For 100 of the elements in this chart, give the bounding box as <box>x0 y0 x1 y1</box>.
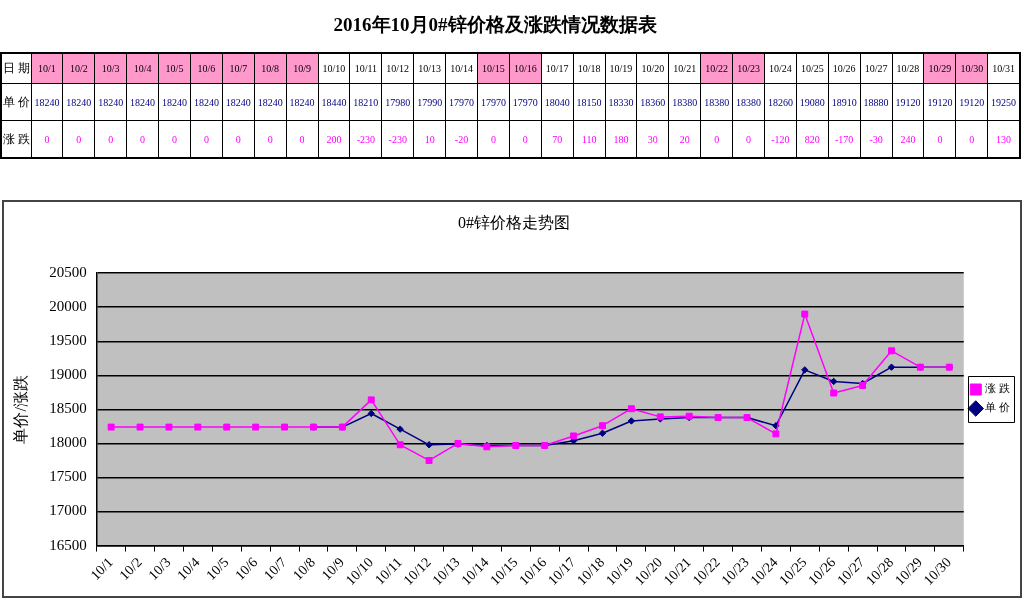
data-label: 17970 <box>445 83 478 121</box>
category-label: 10/29 <box>923 53 956 84</box>
category-label: 10/2 <box>62 53 95 84</box>
data-label: 0 <box>509 120 542 158</box>
category-label: 10/9 <box>286 53 319 84</box>
data-label: 18330 <box>605 83 637 121</box>
data-label: 18240 <box>222 83 255 121</box>
data-label: 18380 <box>668 83 701 121</box>
x-tick-label: 10/8 <box>289 554 319 583</box>
y-tick-label: 20000 <box>49 298 87 315</box>
category-label: 10/31 <box>987 53 1020 84</box>
x-tick-label: 10/2 <box>116 554 145 583</box>
y-tick-label: 20500 <box>49 264 87 281</box>
data-label: -30 <box>860 120 893 158</box>
data-label: 18240 <box>254 83 287 121</box>
data-label: 200 <box>318 120 350 158</box>
data-label: 18440 <box>318 83 350 121</box>
data-label: 18150 <box>573 83 606 121</box>
x-tick-label: 10/4 <box>174 554 203 583</box>
category-label: 单 价 <box>2 94 30 109</box>
category-label: 10/10 <box>318 53 350 84</box>
point <box>223 423 231 431</box>
data-label: 17980 <box>381 83 414 121</box>
data-label: 0 <box>286 120 319 158</box>
data-label: 19080 <box>796 83 829 121</box>
data-label: 10 <box>413 120 446 158</box>
data-label: 17970 <box>477 83 510 121</box>
point <box>367 396 375 404</box>
data-label: 0 <box>923 120 956 158</box>
category-label: 10/21 <box>668 53 701 84</box>
point <box>107 423 115 431</box>
point <box>165 423 173 431</box>
point <box>830 389 838 397</box>
y-tick-label: 18000 <box>49 434 87 451</box>
data-label: 0 <box>222 120 255 158</box>
point <box>425 441 433 449</box>
data-label: 130 <box>987 120 1020 158</box>
point <box>367 409 375 418</box>
legend-label: 涨 跌 <box>985 382 1010 395</box>
category-label: 10/5 <box>158 53 191 84</box>
data-label: -20 <box>445 120 478 158</box>
data-label: 18240 <box>286 83 319 121</box>
data-label: 18040 <box>541 83 574 121</box>
data-label: 17990 <box>413 83 446 121</box>
data-label: 30 <box>636 120 669 158</box>
point <box>281 423 289 431</box>
text: 2016年10月0#锌价格及涨跌情况数据表 <box>332 13 658 37</box>
data-label: -230 <box>381 120 414 158</box>
category-label: 10/20 <box>636 53 669 84</box>
data-label: 18240 <box>190 83 223 121</box>
category-label: 10/7 <box>222 53 255 84</box>
category-label: 10/22 <box>700 53 733 84</box>
category-label: 10/17 <box>541 53 574 84</box>
category-label: 10/1 <box>31 53 63 84</box>
point <box>887 363 896 371</box>
point <box>425 456 433 464</box>
data-label: -230 <box>349 120 382 158</box>
data-label: 0 <box>732 120 765 158</box>
category-label: 10/16 <box>509 53 542 84</box>
category-label: 10/3 <box>94 53 127 84</box>
point <box>396 441 404 449</box>
data-label: 70 <box>541 120 574 158</box>
text: 日 期 <box>1 53 31 84</box>
data-label: 0 <box>955 120 988 158</box>
x-tick-label: 10/3 <box>145 554 174 583</box>
data-label: -170 <box>828 120 861 158</box>
data-label: 110 <box>573 120 606 158</box>
data-label: 18240 <box>126 83 159 121</box>
y-tick-label: 19000 <box>49 366 87 383</box>
x-tick-label: 10/1 <box>87 554 116 583</box>
data-label: 19120 <box>955 83 988 121</box>
x-tick-label: 10/5 <box>203 554 232 583</box>
data-label: 18240 <box>62 83 95 121</box>
point <box>599 422 606 430</box>
point <box>598 429 607 437</box>
data-label: 18240 <box>31 83 63 121</box>
x-tick-label: 10/7 <box>261 554 290 583</box>
data-label: 18260 <box>764 83 797 121</box>
point <box>194 423 202 431</box>
point <box>801 366 809 374</box>
y-axis-title: 单价/涨跌 <box>11 375 29 444</box>
data-label: 0 <box>190 120 223 158</box>
x-tick-label: 10/9 <box>318 554 348 583</box>
category-label: 10/8 <box>254 53 287 84</box>
data-label: 0 <box>94 120 127 158</box>
y-tick-label: 17500 <box>49 468 87 485</box>
data-label: 17970 <box>509 83 542 121</box>
category-label: 10/11 <box>349 53 382 84</box>
data-label: 18380 <box>732 83 765 121</box>
point <box>136 423 144 431</box>
data-label: 18910 <box>828 83 861 121</box>
category-label: 10/19 <box>605 53 637 84</box>
data-label: 240 <box>892 120 924 158</box>
data-label: 18380 <box>700 83 733 121</box>
category-label: 10/26 <box>828 53 861 84</box>
data-label: 19120 <box>923 83 956 121</box>
point <box>627 417 636 425</box>
category-label: 10/13 <box>413 53 446 84</box>
data-label: 0 <box>158 120 191 158</box>
category-label: 10/23 <box>732 53 765 84</box>
